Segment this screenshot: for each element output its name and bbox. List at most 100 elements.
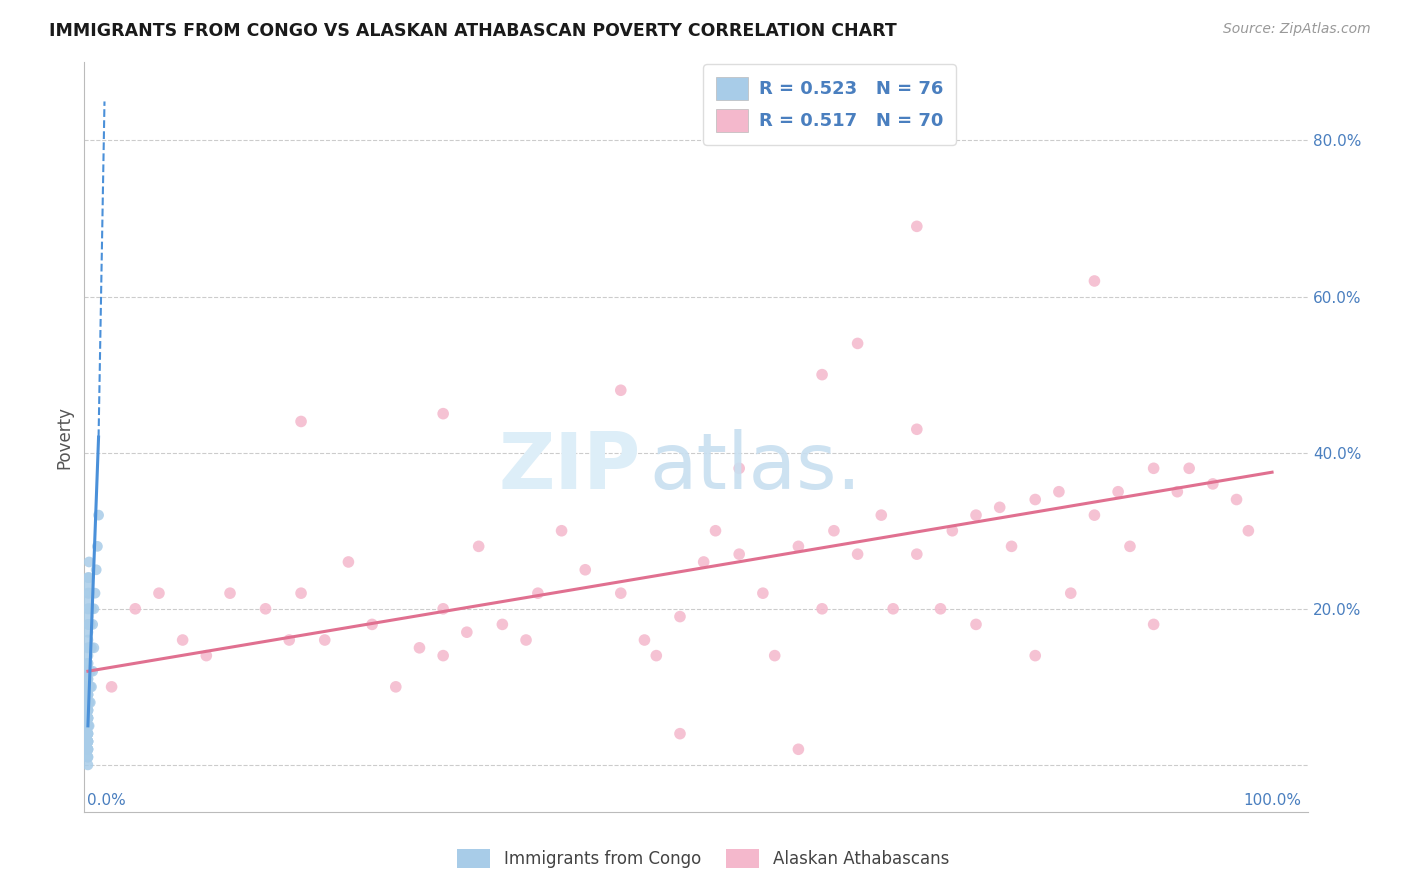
Point — [1107, 484, 1129, 499]
Point — [432, 648, 454, 663]
Point — [79, 617, 101, 632]
Point — [385, 680, 408, 694]
Point — [1047, 484, 1070, 499]
Point — [80, 601, 103, 615]
Point — [988, 500, 1011, 515]
Point — [692, 555, 714, 569]
Point — [77, 640, 100, 655]
Point — [84, 586, 107, 600]
Point — [432, 407, 454, 421]
Point — [77, 758, 100, 772]
Point — [728, 547, 751, 561]
Point — [645, 648, 668, 663]
Point — [82, 617, 104, 632]
Point — [467, 539, 489, 553]
Point — [77, 625, 100, 640]
Point — [77, 664, 100, 679]
Point — [527, 586, 550, 600]
Point — [77, 711, 100, 725]
Point — [550, 524, 572, 538]
Point — [752, 586, 775, 600]
Point — [77, 719, 100, 733]
Point — [77, 711, 100, 725]
Point — [704, 524, 727, 538]
Point — [79, 696, 101, 710]
Point — [79, 680, 101, 694]
Point — [77, 711, 100, 725]
Point — [80, 680, 103, 694]
Point — [77, 633, 100, 648]
Point — [77, 703, 100, 717]
Point — [77, 726, 100, 740]
Point — [314, 633, 336, 648]
Point — [124, 601, 146, 615]
Text: IMMIGRANTS FROM CONGO VS ALASKAN ATHABASCAN POVERTY CORRELATION CHART: IMMIGRANTS FROM CONGO VS ALASKAN ATHABAS… — [49, 22, 897, 40]
Point — [610, 384, 633, 398]
Point — [456, 625, 478, 640]
Point — [1024, 648, 1046, 663]
Point — [669, 609, 692, 624]
Point — [1237, 524, 1260, 538]
Point — [1202, 476, 1225, 491]
Point — [100, 680, 122, 694]
Point — [823, 524, 845, 538]
Point — [79, 640, 101, 655]
Point — [1119, 539, 1142, 553]
Point — [574, 563, 596, 577]
Point — [77, 680, 100, 694]
Point — [515, 633, 537, 648]
Point — [87, 508, 110, 523]
Point — [77, 657, 100, 671]
Point — [491, 617, 513, 632]
Point — [1178, 461, 1201, 475]
Point — [77, 742, 100, 756]
Point — [77, 688, 100, 702]
Point — [408, 640, 430, 655]
Point — [278, 633, 301, 648]
Point — [148, 586, 170, 600]
Text: ZIP: ZIP — [499, 429, 641, 505]
Point — [1000, 539, 1022, 553]
Point — [811, 601, 834, 615]
Point — [77, 696, 100, 710]
Point — [290, 414, 312, 428]
Point — [77, 734, 100, 748]
Point — [77, 719, 100, 733]
Point — [77, 617, 100, 632]
Point — [77, 696, 100, 710]
Point — [846, 336, 869, 351]
Text: 100.0%: 100.0% — [1244, 793, 1302, 808]
Point — [763, 648, 786, 663]
Point — [77, 672, 100, 686]
Point — [79, 664, 101, 679]
Point — [77, 719, 100, 733]
Y-axis label: Poverty: Poverty — [55, 406, 73, 468]
Point — [77, 703, 100, 717]
Point — [254, 601, 277, 615]
Point — [77, 734, 100, 748]
Point — [77, 711, 100, 725]
Point — [77, 586, 100, 600]
Point — [77, 578, 100, 592]
Point — [787, 742, 810, 756]
Point — [1024, 492, 1046, 507]
Point — [77, 601, 100, 615]
Point — [83, 601, 105, 615]
Text: Source: ZipAtlas.com: Source: ZipAtlas.com — [1223, 22, 1371, 37]
Point — [84, 563, 107, 577]
Point — [77, 688, 100, 702]
Point — [77, 586, 100, 600]
Point — [1225, 492, 1247, 507]
Point — [361, 617, 384, 632]
Point — [669, 726, 692, 740]
Point — [77, 609, 100, 624]
Text: 0.0%: 0.0% — [87, 793, 125, 808]
Point — [870, 508, 893, 523]
Point — [610, 586, 633, 600]
Point — [1143, 461, 1166, 475]
Point — [77, 742, 100, 756]
Point — [77, 750, 100, 764]
Point — [811, 368, 834, 382]
Point — [1083, 508, 1105, 523]
Point — [77, 571, 100, 585]
